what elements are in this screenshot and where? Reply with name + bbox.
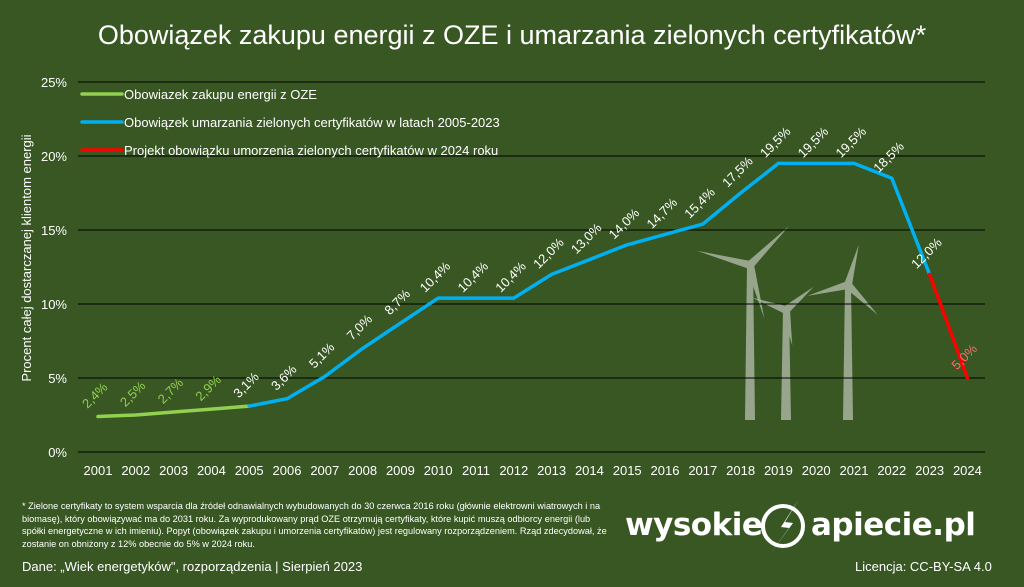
y-tick-label: 10% xyxy=(41,297,67,312)
data-label: 3,1% xyxy=(230,369,262,401)
x-tick-label: 2012 xyxy=(499,463,528,478)
x-tick-label: 2015 xyxy=(613,463,642,478)
legend-label: Projekt obowiązku umorzenia zielonych ce… xyxy=(124,143,498,158)
wind-turbine-icon xyxy=(696,226,789,420)
footnote: * Zielone certyfikaty to system wsparcia… xyxy=(22,501,607,549)
series-lines xyxy=(96,161,970,419)
x-tick-label: 2017 xyxy=(688,463,717,478)
x-tick-label: 2011 xyxy=(462,463,490,478)
x-tick-label: 2016 xyxy=(651,463,680,478)
data-label: 19,5% xyxy=(795,124,832,161)
y-tick-label: 0% xyxy=(48,445,67,460)
data-label: 10,4% xyxy=(492,258,529,295)
brand-text-right: apiecie.pl xyxy=(811,507,976,543)
x-tick-label: 2008 xyxy=(348,463,377,478)
data-label: 14,0% xyxy=(606,205,643,242)
data-label: 14,7% xyxy=(643,195,680,232)
x-tick-label: 2004 xyxy=(197,463,226,478)
x-tick-label: 2005 xyxy=(235,463,264,478)
data-label: 3,6% xyxy=(268,361,300,393)
x-tick-label: 2022 xyxy=(877,463,906,478)
data-label: 19,5% xyxy=(757,124,794,161)
x-tick-label: 2007 xyxy=(310,463,339,478)
y-axis-ticks: 0% 5% 10% 15% 20% 25% xyxy=(41,75,67,460)
data-label: 2,4% xyxy=(79,379,111,411)
x-tick-label: 2018 xyxy=(726,463,755,478)
x-tick-label: 2002 xyxy=(121,463,150,478)
brand-logo: wysokie apiecie.pl xyxy=(625,499,1005,553)
y-tick-label: 15% xyxy=(41,223,67,238)
data-label: 18,5% xyxy=(870,138,907,175)
wind-turbine-icon xyxy=(752,286,814,420)
legend-label: Obowiązek umarzania zielonych certyfikat… xyxy=(124,115,500,130)
data-label: 8,7% xyxy=(381,286,413,318)
x-tick-label: 2013 xyxy=(537,463,566,478)
y-tick-label: 5% xyxy=(48,371,67,386)
x-axis-ticks: 2001 2002 2003 2004 2005 2006 2007 2008 2009 2010… xyxy=(84,463,982,478)
chart-grid xyxy=(78,81,985,453)
y-tick-label: 20% xyxy=(41,149,67,164)
data-label: 2,5% xyxy=(117,378,149,410)
wind-turbines-illustration xyxy=(696,226,878,420)
data-label: 2,9% xyxy=(192,372,224,404)
x-tick-label: 2021 xyxy=(840,463,869,478)
source-note: Dane: „Wiek energetyków", rozporządzenia… xyxy=(22,559,363,574)
legend: Obowiazek zakupu energii z OZE Obowiązek … xyxy=(80,87,500,158)
series-line-2 xyxy=(247,161,932,408)
x-tick-label: 2014 xyxy=(575,463,604,478)
chart-title: Obowiązek zakupu energii z OZE i umarzan… xyxy=(97,20,927,50)
data-label: 10,4% xyxy=(417,258,454,295)
wind-turbine-icon xyxy=(807,244,878,420)
lightning-icon xyxy=(761,499,805,553)
data-label: 2,7% xyxy=(155,375,187,407)
data-label: 5,1% xyxy=(306,339,338,371)
x-tick-label: 2020 xyxy=(802,463,831,478)
x-tick-label: 2009 xyxy=(386,463,415,478)
license-note: Licencja: CC-BY-SA 4.0 xyxy=(855,559,992,574)
y-axis-label: Procent całej dostarczanej klientom ener… xyxy=(19,134,34,381)
data-label: 13,0% xyxy=(568,220,605,257)
x-tick-label: 2006 xyxy=(273,463,302,478)
data-label: 7,0% xyxy=(344,311,376,343)
x-tick-label: 2019 xyxy=(764,463,793,478)
legend-label: Obowiazek zakupu energii z OZE xyxy=(124,87,317,102)
data-label: 19,5% xyxy=(832,124,869,161)
series-line-3 xyxy=(927,272,970,380)
x-tick-label: 2010 xyxy=(424,463,453,478)
series-line-1 xyxy=(96,404,251,419)
y-tick-label: 25% xyxy=(41,75,67,90)
data-label: 12,0% xyxy=(530,235,567,272)
x-tick-label: 2024 xyxy=(953,463,982,478)
x-tick-label: 2023 xyxy=(915,463,944,478)
x-tick-label: 2001 xyxy=(84,463,113,478)
brand-text-left: wysokie xyxy=(625,507,763,543)
x-tick-label: 2003 xyxy=(159,463,188,478)
data-label: 10,4% xyxy=(454,258,491,295)
